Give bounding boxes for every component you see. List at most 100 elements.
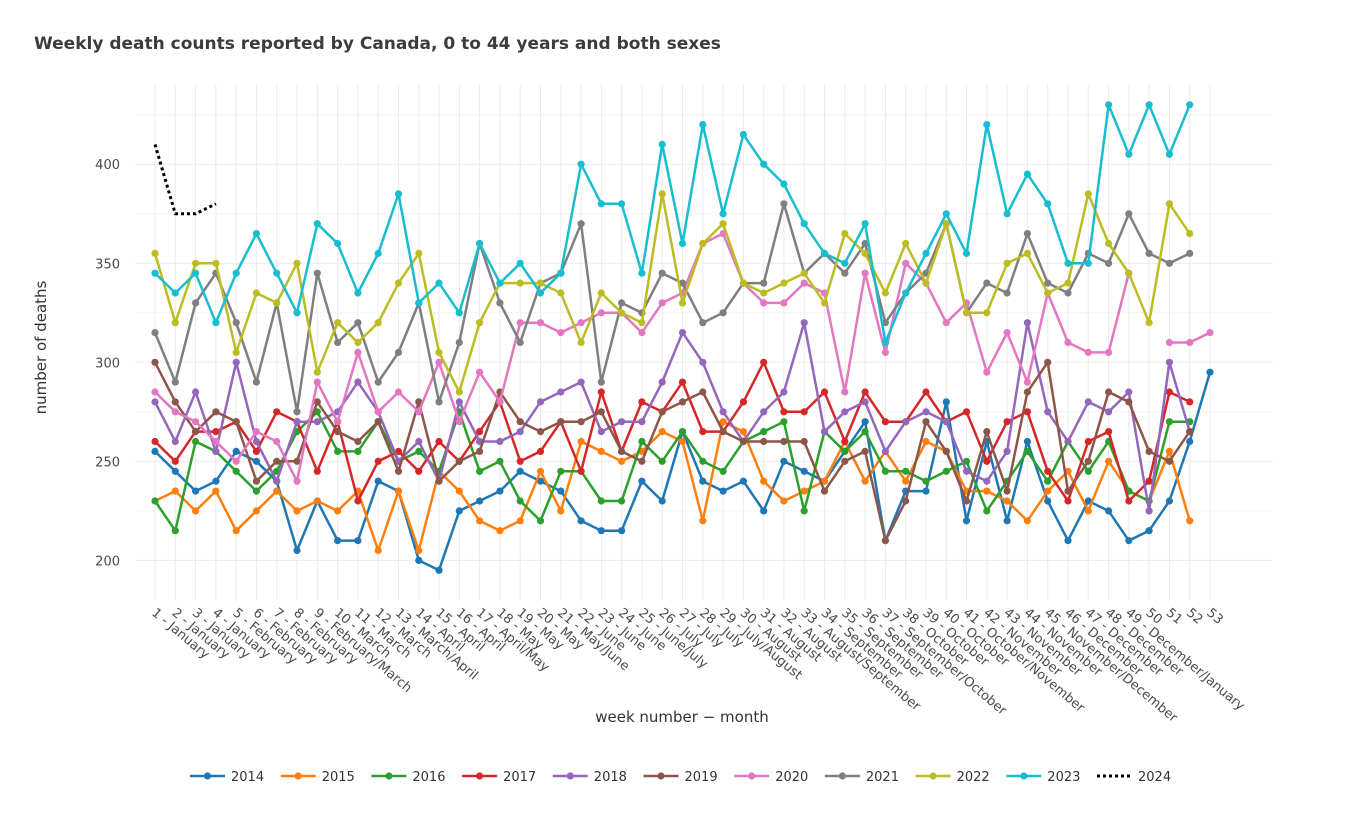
data-point-2021 xyxy=(780,200,788,208)
data-point-2017 xyxy=(577,467,585,475)
y-tick-label: 300 xyxy=(95,356,120,371)
data-point-2023 xyxy=(1064,259,1072,267)
data-point-2022 xyxy=(780,279,788,287)
legend-label: 2015 xyxy=(322,770,355,785)
data-point-2018 xyxy=(1084,398,1092,406)
data-point-2020 xyxy=(881,348,890,356)
legend-swatch-marker xyxy=(294,772,302,780)
data-point-2014 xyxy=(962,517,971,525)
data-point-2015 xyxy=(192,507,200,515)
data-point-2018 xyxy=(1105,408,1113,416)
data-point-2017 xyxy=(983,457,991,465)
data-point-2017 xyxy=(273,408,281,416)
data-point-2020 xyxy=(861,269,869,277)
data-point-2019 xyxy=(394,467,403,475)
data-point-2022 xyxy=(760,289,768,297)
data-point-2022 xyxy=(516,279,524,287)
data-point-2015 xyxy=(678,437,687,446)
data-point-2014 xyxy=(638,477,646,485)
data-point-2023 xyxy=(252,230,260,238)
data-point-2023 xyxy=(1105,101,1113,109)
data-point-2023 xyxy=(536,289,545,297)
legend-item-2017: 2017 xyxy=(462,770,536,785)
data-point-2015 xyxy=(780,497,788,505)
data-point-2021 xyxy=(881,319,890,327)
data-point-2014 xyxy=(1023,437,1031,446)
data-point-2021 xyxy=(293,408,301,416)
data-point-2022 xyxy=(638,319,646,327)
data-point-2017 xyxy=(1023,408,1031,416)
data-point-2014 xyxy=(293,546,301,555)
data-point-2014 xyxy=(739,477,748,485)
data-point-2023 xyxy=(861,220,869,228)
data-point-2019 xyxy=(1105,388,1113,396)
data-point-2022 xyxy=(1186,230,1194,238)
data-point-2021 xyxy=(699,319,707,327)
data-point-2014 xyxy=(557,487,565,495)
data-point-2014 xyxy=(516,467,524,475)
data-point-2015 xyxy=(902,477,910,485)
data-point-2018 xyxy=(861,398,869,406)
data-point-2017 xyxy=(1064,497,1072,505)
data-point-2022 xyxy=(476,319,484,327)
data-point-2023 xyxy=(212,319,220,327)
data-point-2017 xyxy=(1003,418,1011,426)
data-point-2020 xyxy=(780,299,788,307)
data-point-2021 xyxy=(171,378,179,386)
data-point-2014 xyxy=(922,487,930,495)
data-point-2014 xyxy=(1145,527,1153,535)
data-point-2014 xyxy=(435,566,443,574)
data-point-2020 xyxy=(334,418,342,426)
data-point-2021 xyxy=(516,338,524,347)
data-point-2020 xyxy=(536,319,545,327)
data-point-2021 xyxy=(374,378,382,386)
legend-item-2019: 2019 xyxy=(643,770,718,785)
data-point-2019 xyxy=(841,457,849,465)
data-point-2021 xyxy=(1023,230,1031,238)
data-point-2020 xyxy=(1105,348,1113,356)
data-point-2020 xyxy=(1206,329,1214,337)
data-point-2020 xyxy=(394,388,403,396)
data-point-2018 xyxy=(1125,388,1133,396)
data-point-2015 xyxy=(476,517,484,525)
data-point-2015 xyxy=(313,497,321,505)
data-point-2015 xyxy=(496,527,504,535)
data-point-2018 xyxy=(1145,507,1153,515)
data-point-2016 xyxy=(902,467,910,475)
data-point-2015 xyxy=(1084,507,1092,515)
data-point-2021 xyxy=(313,269,321,277)
data-point-2020 xyxy=(313,378,321,386)
data-point-2023 xyxy=(699,121,707,129)
data-point-2014 xyxy=(861,418,869,426)
legend-label: 2020 xyxy=(775,770,808,785)
data-point-2021 xyxy=(232,319,240,327)
data-point-2017 xyxy=(1105,428,1113,436)
data-point-2022 xyxy=(719,220,727,228)
data-point-2015 xyxy=(820,477,829,485)
data-point-2020 xyxy=(171,408,179,416)
data-point-2022 xyxy=(841,230,849,238)
data-point-2019 xyxy=(699,388,707,396)
data-point-2015 xyxy=(1044,487,1052,495)
data-point-2016 xyxy=(597,497,605,505)
data-point-2021 xyxy=(1145,249,1153,257)
data-point-2015 xyxy=(455,487,463,495)
data-point-2014 xyxy=(334,537,342,545)
y-tick-label: 250 xyxy=(95,455,120,470)
data-point-2022 xyxy=(435,348,443,356)
data-point-2019 xyxy=(273,457,281,465)
data-point-2021 xyxy=(861,239,869,248)
data-point-2022 xyxy=(394,279,403,287)
data-point-2020 xyxy=(800,279,808,287)
data-point-2019 xyxy=(1023,388,1031,396)
data-point-2016 xyxy=(334,447,342,455)
data-point-2019 xyxy=(861,447,869,455)
data-point-2014 xyxy=(800,467,808,475)
data-point-2019 xyxy=(1064,487,1072,495)
data-point-2016 xyxy=(962,457,971,465)
data-point-2015 xyxy=(597,447,605,455)
data-point-2020 xyxy=(435,358,443,366)
data-point-2022 xyxy=(455,388,463,396)
data-point-2018 xyxy=(516,428,524,436)
data-point-2017 xyxy=(800,408,808,416)
